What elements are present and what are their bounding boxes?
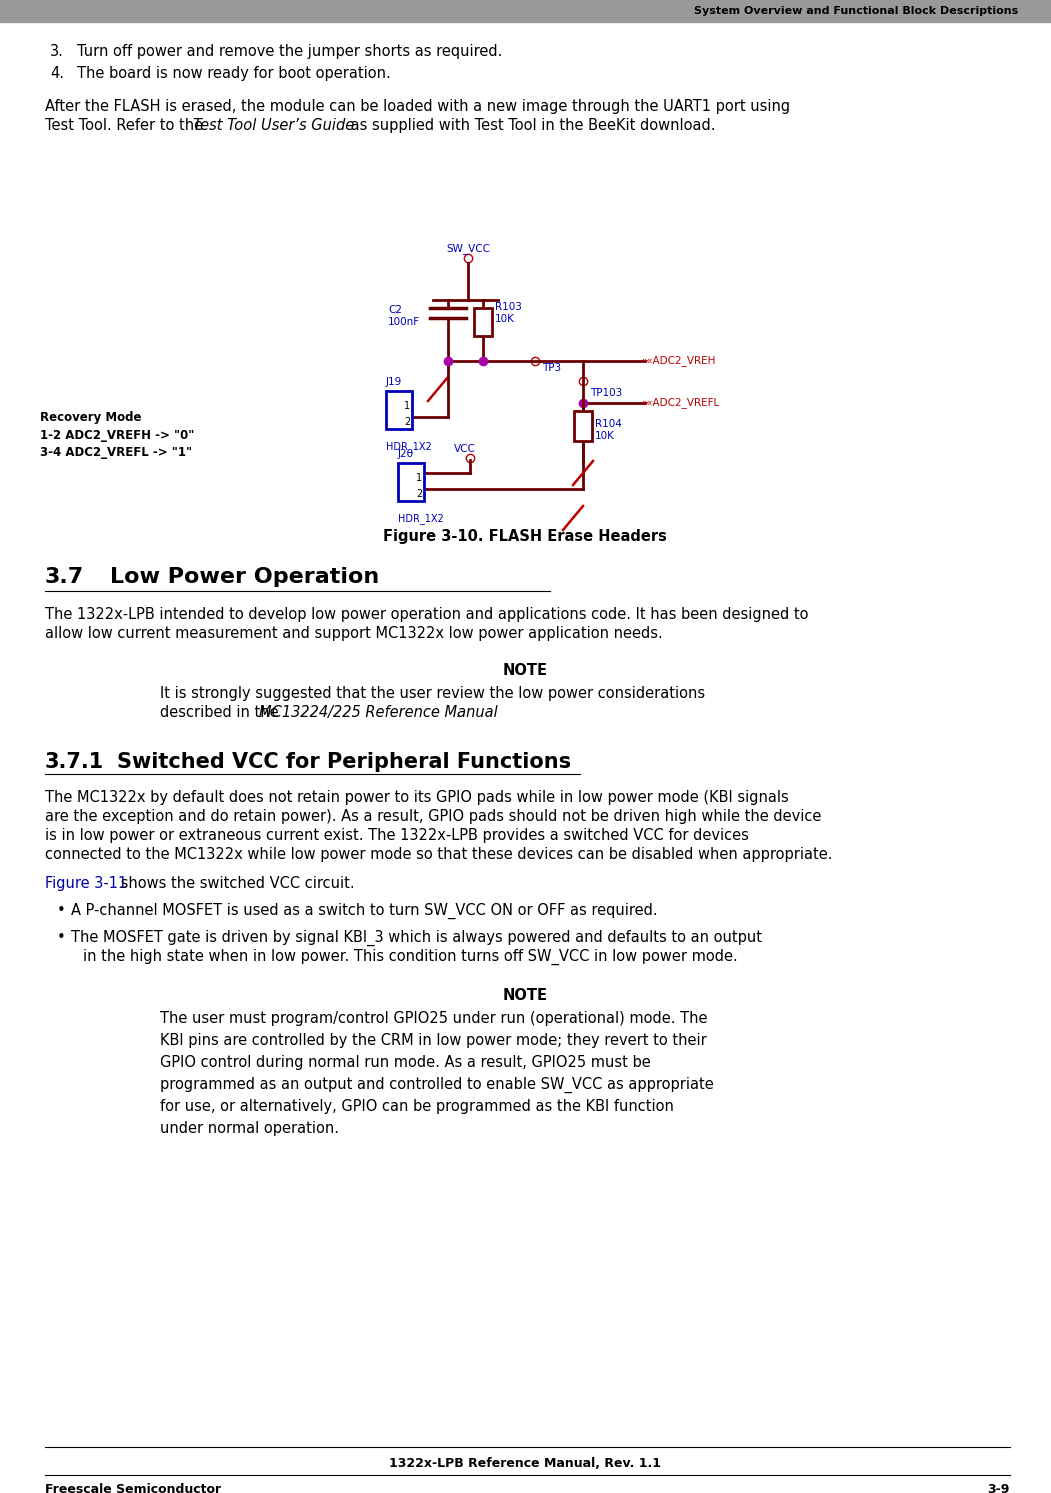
- Text: is in low power or extraneous current exist. The 1322x-LPB provides a switched V: is in low power or extraneous current ex…: [45, 829, 749, 844]
- Text: Switched VCC for Peripheral Functions: Switched VCC for Peripheral Functions: [117, 752, 571, 772]
- Text: After the FLASH is erased, the module can be loaded with a new image through the: After the FLASH is erased, the module ca…: [45, 99, 790, 113]
- Text: 4.: 4.: [50, 66, 64, 81]
- Text: HDR_1X2: HDR_1X2: [398, 514, 444, 524]
- Text: 3.: 3.: [50, 43, 64, 60]
- Text: TP3: TP3: [542, 363, 561, 373]
- Text: •: •: [57, 930, 66, 945]
- Bar: [0, 0, 1051, 22]
- Text: 10K: 10K: [595, 431, 615, 440]
- Text: programmed as an output and controlled to enable SW_VCC as appropriate: programmed as an output and controlled t…: [160, 1076, 714, 1093]
- Text: Figure 3-11: Figure 3-11: [45, 876, 127, 891]
- Bar: [398, 463, 424, 502]
- Text: in the high state when in low power. This condition turns off SW_VCC in low powe: in the high state when in low power. Thi…: [83, 950, 738, 964]
- Text: The MC1322x by default does not retain power to its GPIO pads while in low power: The MC1322x by default does not retain p…: [45, 790, 788, 805]
- Text: The board is now ready for boot operation.: The board is now ready for boot operatio…: [77, 66, 391, 81]
- Text: under normal operation.: under normal operation.: [160, 1121, 339, 1136]
- Text: for use, or alternatively, GPIO can be programmed as the KBI function: for use, or alternatively, GPIO can be p…: [160, 1099, 674, 1114]
- Text: TP103: TP103: [590, 388, 622, 399]
- Text: 1: 1: [416, 473, 423, 484]
- Bar: [386, 391, 412, 428]
- Text: System Overview and Functional Block Descriptions: System Overview and Functional Block Des…: [694, 6, 1018, 16]
- Text: MC13224/225 Reference Manual: MC13224/225 Reference Manual: [259, 705, 498, 720]
- Text: J19: J19: [386, 378, 403, 387]
- Text: The 1322x-LPB intended to develop low power operation and applications code. It : The 1322x-LPB intended to develop low po…: [45, 608, 808, 623]
- Text: 3.7: 3.7: [45, 567, 84, 587]
- Text: 3-9: 3-9: [988, 1483, 1010, 1493]
- Text: 100nF: 100nF: [388, 317, 420, 327]
- Text: ««ADC2_VREH: ««ADC2_VREH: [640, 355, 716, 366]
- Text: R103: R103: [495, 302, 522, 312]
- Bar: [574, 411, 592, 440]
- Text: as supplied with Test Tool in the BeeKit download.: as supplied with Test Tool in the BeeKit…: [346, 118, 716, 133]
- Text: It is strongly suggested that the user review the low power considerations: It is strongly suggested that the user r…: [160, 685, 705, 702]
- Text: A P-channel MOSFET is used as a switch to turn SW_VCC ON or OFF as required.: A P-channel MOSFET is used as a switch t…: [71, 903, 658, 920]
- Text: The MOSFET gate is driven by signal KBI_3 which is always powered and defaults t: The MOSFET gate is driven by signal KBI_…: [71, 930, 762, 947]
- Text: shows the switched VCC circuit.: shows the switched VCC circuit.: [116, 876, 354, 891]
- Text: Figure 3-10. FLASH Erase Headers: Figure 3-10. FLASH Erase Headers: [383, 529, 667, 543]
- Text: described in the: described in the: [160, 705, 284, 720]
- Text: are the exception and do retain power). As a result, GPIO pads should not be dri: are the exception and do retain power). …: [45, 809, 822, 824]
- Text: 3.7.1: 3.7.1: [45, 752, 104, 772]
- Text: Test Tool User’s Guide: Test Tool User’s Guide: [193, 118, 354, 133]
- Text: NOTE: NOTE: [502, 663, 548, 678]
- Text: The user must program/control GPIO25 under run (operational) mode. The: The user must program/control GPIO25 und…: [160, 1011, 707, 1026]
- Text: KBI pins are controlled by the CRM in low power mode; they revert to their: KBI pins are controlled by the CRM in lo…: [160, 1033, 706, 1048]
- Text: 2: 2: [404, 417, 410, 427]
- Text: 1322x-LPB Reference Manual, Rev. 1.1: 1322x-LPB Reference Manual, Rev. 1.1: [389, 1457, 661, 1471]
- Text: 1-2 ADC2_VREFH -> "0": 1-2 ADC2_VREFH -> "0": [40, 428, 194, 442]
- Text: 3-4 ADC2_VREFL -> "1": 3-4 ADC2_VREFL -> "1": [40, 446, 192, 458]
- Text: Low Power Operation: Low Power Operation: [110, 567, 379, 587]
- Text: 10K: 10K: [495, 314, 515, 324]
- Text: Test Tool. Refer to the: Test Tool. Refer to the: [45, 118, 208, 133]
- Text: C2: C2: [388, 305, 401, 315]
- Text: HDR_1X2: HDR_1X2: [386, 440, 432, 452]
- Text: .: .: [455, 705, 459, 720]
- Text: •: •: [57, 903, 66, 918]
- Text: ««ADC2_VREFL: ««ADC2_VREFL: [640, 397, 719, 409]
- Text: J20: J20: [398, 449, 414, 458]
- Text: Freescale Semiconductor: Freescale Semiconductor: [45, 1483, 221, 1493]
- Text: GPIO control during normal run mode. As a result, GPIO25 must be: GPIO control during normal run mode. As …: [160, 1056, 651, 1070]
- Text: SW_VCC: SW_VCC: [446, 243, 490, 254]
- Bar: [474, 308, 492, 336]
- Text: 2: 2: [416, 490, 423, 499]
- Text: Turn off power and remove the jumper shorts as required.: Turn off power and remove the jumper sho…: [77, 43, 502, 60]
- Text: allow low current measurement and support MC1322x low power application needs.: allow low current measurement and suppor…: [45, 626, 663, 640]
- Text: VCC: VCC: [454, 443, 476, 454]
- Text: R104: R104: [595, 420, 622, 428]
- Text: Recovery Mode: Recovery Mode: [40, 411, 142, 424]
- Text: 1: 1: [404, 402, 410, 411]
- Text: connected to the MC1322x while low power mode so that these devices can be disab: connected to the MC1322x while low power…: [45, 847, 832, 861]
- Text: NOTE: NOTE: [502, 988, 548, 1003]
